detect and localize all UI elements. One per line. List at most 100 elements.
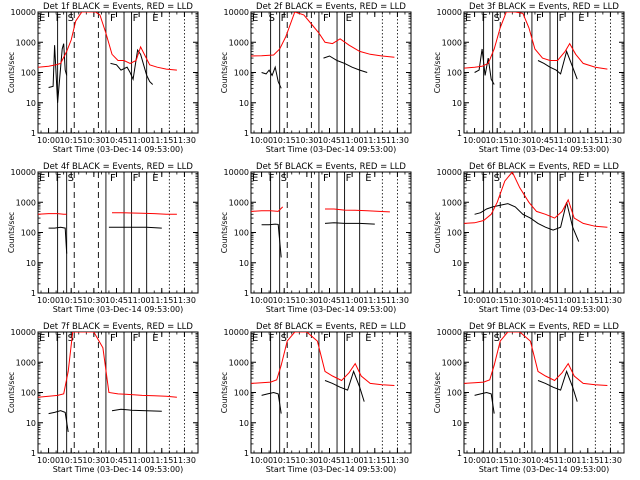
marker-label: E bbox=[578, 13, 584, 24]
plot-frame bbox=[37, 331, 199, 454]
x-tick-label: 11:00 bbox=[341, 136, 364, 145]
x-tick-label: 10:15 bbox=[60, 136, 83, 145]
y-tick-label: 100 bbox=[447, 389, 462, 398]
series-line-events bbox=[48, 408, 162, 432]
x-axis-label: Start Time (03-Dec-14 09:53:00) bbox=[53, 145, 184, 154]
y-tick-label: 10 bbox=[239, 99, 249, 108]
x-tick-label: 10:45 bbox=[105, 456, 128, 465]
x-tick-label: 10:45 bbox=[105, 136, 128, 145]
chart-title: Det 7f BLACK = Events, RED = LLD bbox=[43, 322, 193, 332]
x-tick-label: 10:30 bbox=[82, 136, 105, 145]
marker-label: F bbox=[269, 333, 275, 344]
y-tick-label: 10000 bbox=[224, 328, 249, 337]
y-tick-label: 10 bbox=[452, 259, 462, 268]
y-tick-label: 10 bbox=[26, 419, 36, 428]
marker-label: E bbox=[465, 173, 471, 184]
series-line-lld bbox=[38, 12, 177, 71]
marker-label: F bbox=[536, 13, 542, 24]
marker-label: F bbox=[133, 173, 139, 184]
y-axis-label: Counts/sec bbox=[433, 372, 442, 413]
marker-label: S bbox=[494, 13, 500, 24]
x-tick-label: 11:15 bbox=[150, 136, 173, 145]
x-tick-label: 11:00 bbox=[128, 136, 151, 145]
y-axis-label: Counts/sec bbox=[220, 372, 229, 413]
marker-label: F bbox=[323, 333, 329, 344]
marker-label: F bbox=[559, 173, 565, 184]
y-tick-label: 100 bbox=[21, 229, 36, 238]
x-tick-label: 11:15 bbox=[363, 456, 386, 465]
x-tick-label: 10:00 bbox=[250, 296, 273, 305]
marker-label: F bbox=[482, 173, 488, 184]
plot-frame bbox=[463, 11, 625, 134]
x-tick-label: 10:00 bbox=[250, 136, 273, 145]
marker-label: F bbox=[323, 173, 329, 184]
x-axis-label: Start Time (03-Dec-14 09:53:00) bbox=[53, 465, 184, 474]
y-axis-label: Counts/sec bbox=[7, 52, 16, 93]
y-tick-label: 1 bbox=[244, 129, 249, 138]
x-tick-label: 11:00 bbox=[128, 456, 151, 465]
y-tick-label: 1 bbox=[457, 289, 462, 298]
chart-title: Det 1f BLACK = Events, RED = LLD bbox=[43, 2, 193, 12]
series-line-lld bbox=[464, 172, 608, 228]
y-tick-label: 1 bbox=[244, 449, 249, 458]
y-tick-label: 1000 bbox=[229, 358, 249, 367]
marker-label: S bbox=[494, 173, 500, 184]
x-tick-label: 10:15 bbox=[60, 296, 83, 305]
chart-title: Det 8f BLACK = Events, RED = LLD bbox=[256, 322, 406, 332]
y-tick-label: 100 bbox=[447, 69, 462, 78]
plot-frame bbox=[250, 171, 412, 294]
y-axis-label: Counts/sec bbox=[7, 372, 16, 413]
y-tick-label: 1000 bbox=[442, 38, 462, 47]
x-tick-label: 11:30 bbox=[173, 296, 196, 305]
series-line-events bbox=[474, 369, 578, 414]
x-tick-label: 11:15 bbox=[576, 136, 599, 145]
plot-frame bbox=[37, 11, 199, 134]
marker-label: F bbox=[536, 333, 542, 344]
x-tick-label: 10:30 bbox=[82, 296, 105, 305]
x-axis-label: Start Time (03-Dec-14 09:53:00) bbox=[479, 145, 610, 154]
y-tick-label: 100 bbox=[234, 389, 249, 398]
chart-title: Det 3f BLACK = Events, RED = LLD bbox=[469, 2, 619, 12]
marker-label: S bbox=[494, 333, 500, 344]
x-axis-label: Start Time (03-Dec-14 09:53:00) bbox=[53, 305, 184, 314]
y-tick-label: 1000 bbox=[229, 38, 249, 47]
x-tick-label: 11:30 bbox=[599, 136, 622, 145]
series-line-events bbox=[261, 369, 365, 414]
x-tick-label: 11:30 bbox=[386, 136, 409, 145]
series-line-events bbox=[48, 43, 154, 103]
series-line-lld bbox=[251, 332, 395, 386]
y-tick-label: 100 bbox=[447, 229, 462, 238]
x-tick-label: 11:30 bbox=[173, 136, 196, 145]
x-tick-label: 10:15 bbox=[486, 296, 509, 305]
marker-label: E bbox=[39, 13, 45, 24]
x-tick-label: 11:15 bbox=[576, 456, 599, 465]
y-tick-label: 100 bbox=[234, 229, 249, 238]
x-tick-label: 10:45 bbox=[531, 136, 554, 145]
x-tick-label: 11:15 bbox=[363, 296, 386, 305]
y-axis-label: Counts/sec bbox=[7, 212, 16, 253]
series-line-events bbox=[261, 222, 375, 258]
y-tick-label: 1 bbox=[457, 129, 462, 138]
y-tick-label: 10000 bbox=[11, 8, 36, 17]
x-tick-label: 10:15 bbox=[486, 136, 509, 145]
x-tick-label: 10:00 bbox=[250, 456, 273, 465]
y-tick-label: 10000 bbox=[224, 168, 249, 177]
x-tick-label: 11:00 bbox=[341, 456, 364, 465]
series-line-lld bbox=[464, 12, 608, 70]
y-tick-label: 10000 bbox=[11, 168, 36, 177]
series-line-lld bbox=[464, 332, 608, 386]
y-axis-label: Counts/sec bbox=[220, 52, 229, 93]
x-tick-label: 10:00 bbox=[463, 296, 486, 305]
x-tick-label: 11:00 bbox=[554, 136, 577, 145]
x-tick-label: 11:15 bbox=[150, 456, 173, 465]
marker-label: S bbox=[68, 173, 74, 184]
series-line-lld bbox=[251, 206, 390, 213]
y-tick-label: 1000 bbox=[442, 198, 462, 207]
y-tick-label: 10 bbox=[26, 99, 36, 108]
y-tick-label: 1 bbox=[31, 449, 36, 458]
